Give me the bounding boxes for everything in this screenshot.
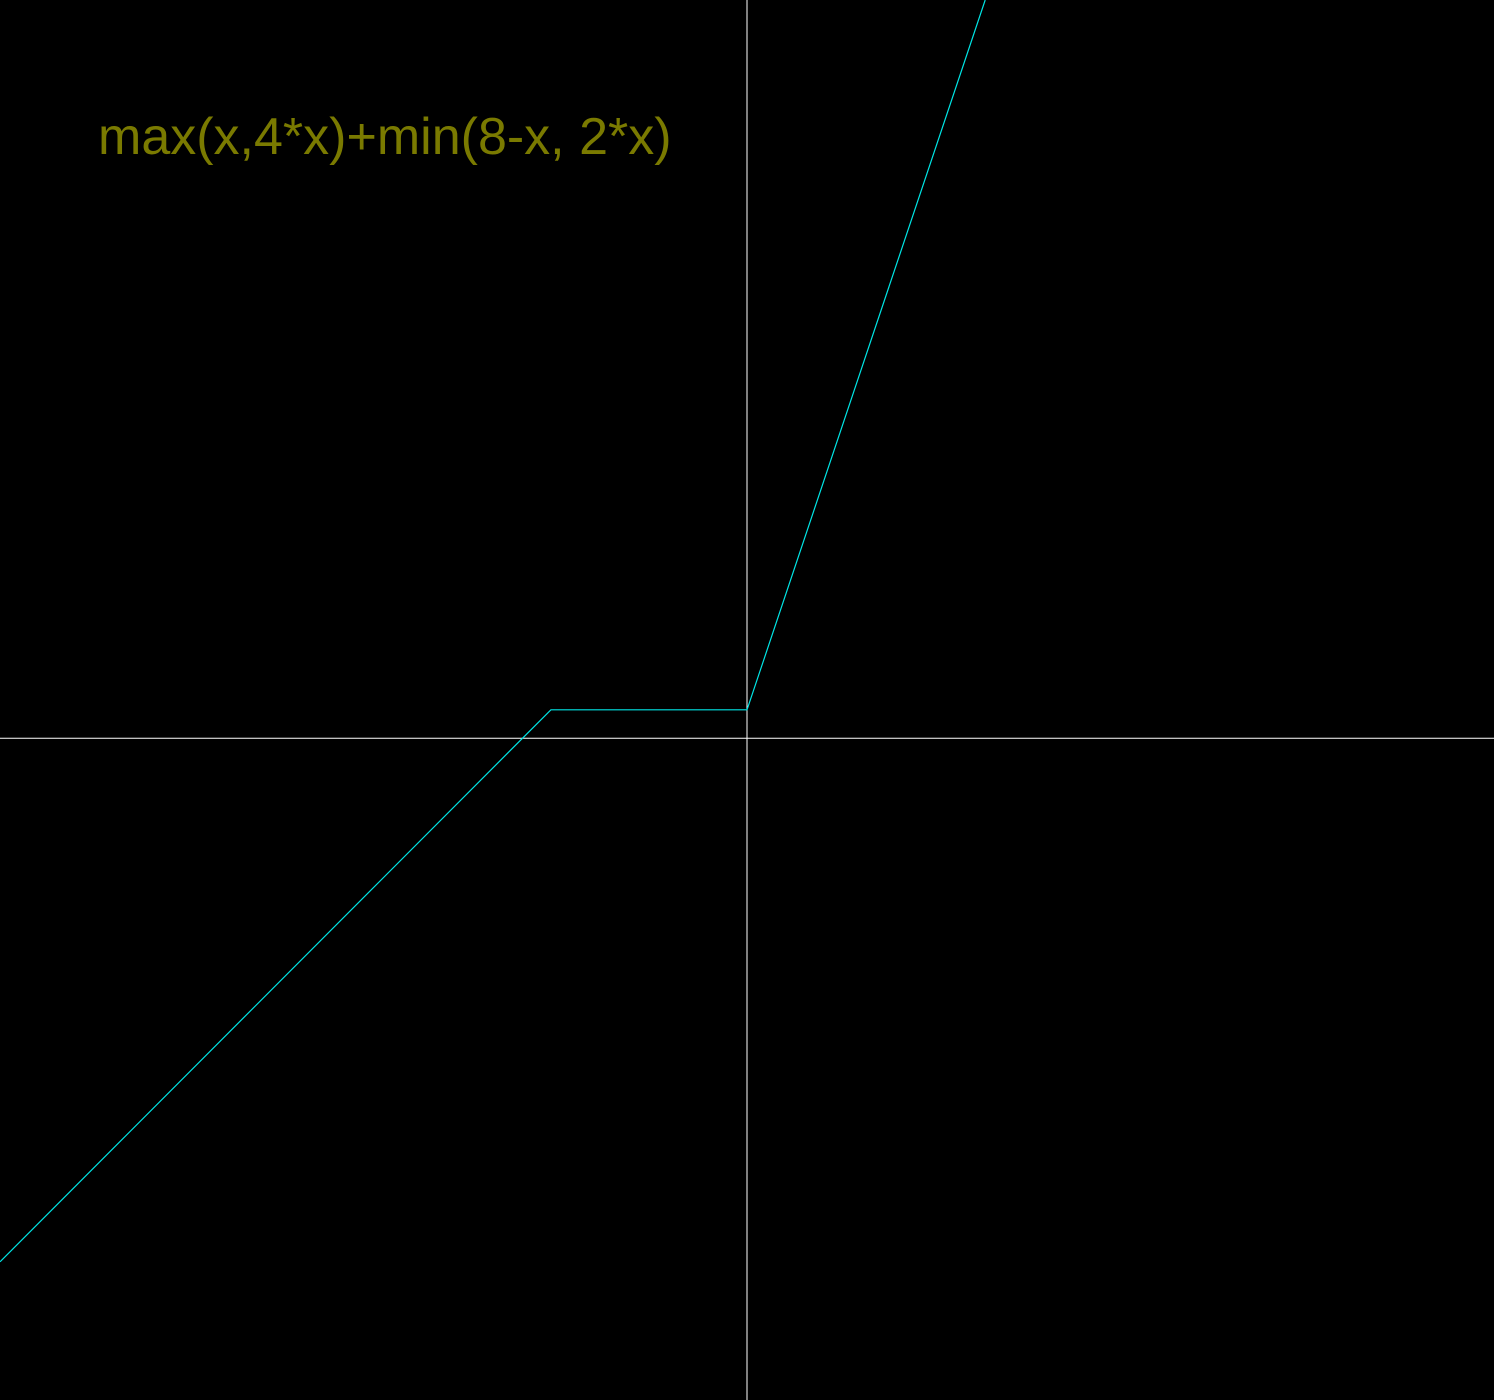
- function-curve: [0, 0, 986, 1263]
- formula-label: max(x,4*x)+min(8-x, 2*x): [98, 108, 672, 166]
